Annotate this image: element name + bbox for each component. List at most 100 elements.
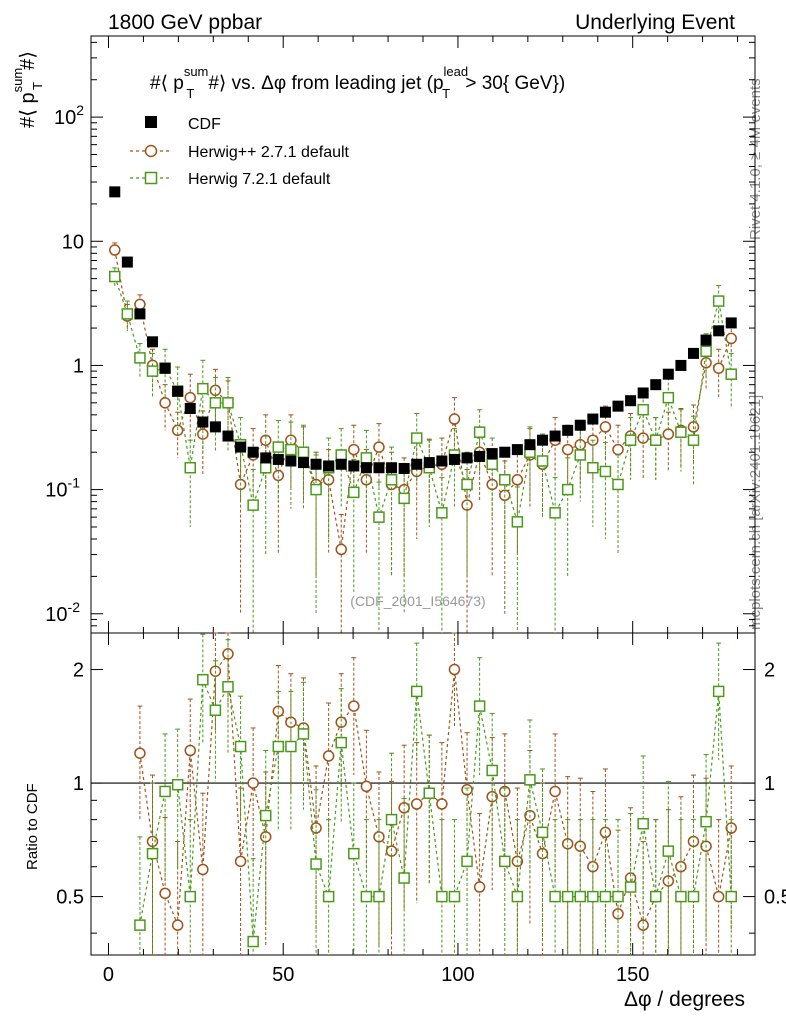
ratio-herwig7-point [146,847,159,860]
herwigpp-series-line [114,249,732,550]
cdf-data-point [147,336,159,348]
header-left-label: 1800 GeV ppbar [108,11,262,34]
ratio-herwig7-point [360,890,373,903]
ratio-herwig7-point [637,818,649,830]
cdf-data-point [121,256,133,268]
ratio-herwigpp-series-line [139,652,732,927]
herwig7-point [109,270,121,283]
herwig7-point [511,516,524,528]
ratio-x-tick-label: 50 [272,964,294,986]
cdf-data-point [335,458,347,470]
cdf-data-point [109,186,121,198]
herwig7-point [461,478,473,491]
herwigpp-point [700,357,712,369]
herwigpp-point [373,441,385,453]
ratio-herwig7-point [687,890,700,903]
ratio-herwig7-point [398,872,410,884]
header-right-label: Underlying Event [575,11,735,34]
ratio-herwig7-point [561,890,574,903]
herwig7-point [184,461,197,474]
ratio-data-marks [134,632,737,955]
ratio-herwigpp-point [398,802,410,814]
herwig7-point [209,397,222,409]
herwig7-point [687,434,700,446]
cdf-data-point [436,455,448,467]
herwigpp-point [561,443,574,456]
legend-marker-cdf [145,116,157,128]
ratio-herwig7-series-line [139,679,732,942]
herwig7-point [574,449,587,461]
x-axis-label: Δφ / degrees [624,988,745,1011]
ratio-herwig7-point [272,740,285,753]
ratio-herwig7-point [184,890,197,903]
herwigpp-point [159,397,171,409]
cdf-data-point [725,317,737,329]
cdf-data-point [700,334,712,346]
ratio-herwigpp-point [612,908,624,920]
ratio-herwig7-point [536,826,549,839]
ratio-herwig7-point [410,685,423,698]
ratio-y-tick-label: 1 [73,773,84,795]
herwig7-point [272,441,285,453]
herwig7-point [637,403,649,416]
herwig7-point [259,461,272,474]
cdf-data-point [474,450,486,462]
herwig7-point [360,452,373,464]
ratio-herwig7-point [436,890,448,903]
ratio-y-tick-label-right: 1 [764,773,775,795]
cdf-data-point [260,452,272,464]
cdf-data-point [398,462,410,474]
main-y-tick-label: 10-1 [45,475,80,502]
cdf-data-point [587,413,599,425]
cdf-data-point [662,368,674,380]
ratio-herwig7-point [171,778,184,791]
cdf-data-point [235,441,247,453]
ratio-herwig7-point [448,890,461,903]
ratio-herwig7-point [247,935,259,948]
herwig7-point [222,397,234,409]
herwigpp-point [197,428,209,440]
cdf-data-point [386,462,398,474]
ratio-y-tick-label: 0.5 [56,887,84,909]
ratio-y-tick-label: 2 [73,660,84,682]
cdf-data-point [499,446,511,458]
ratio-herwigpp-point [272,705,285,718]
main-axes: 10-2 10-1 1 10 102 [45,36,755,634]
cdf-data-point [373,462,385,474]
ratio-ylabel: Ratio to CDF [24,783,41,870]
herwig7-point [662,391,675,404]
ratio-herwigpp-point [448,663,461,676]
cdf-data-point [486,448,498,460]
ratio-herwigpp-point [360,780,373,793]
ratio-herwig7-point [209,704,222,716]
herwigpp-point [335,543,347,556]
cdf-data-point [574,419,586,431]
ratio-herwig7-point [599,890,612,903]
cdf-data-point [323,460,335,472]
herwigpp-point [662,428,675,440]
herwig7-series-line [114,276,732,522]
cdf-data-point [612,400,624,412]
herwig7-point [410,432,423,444]
herwigpp-point [637,432,649,444]
cdf-data-point [310,458,322,470]
herwig7-point [285,443,297,456]
herwig7-point [486,458,498,471]
ratio-herwig7-point [612,890,624,903]
herwig7-point [700,345,712,358]
ratio-herwig7-point [285,740,297,753]
main-y-tick-label: 1 [73,355,84,377]
cdf-data-point [448,453,460,465]
cdf-data-point [172,385,184,397]
ratio-herwigpp-point [197,863,209,876]
cdf-data-point [713,325,725,337]
ratio-x-tick-label: 150 [616,964,649,986]
legend: CDF Herwig++ 2.7.1 default Herwig 7.2.1 … [130,116,350,188]
herwigpp-point [712,362,725,374]
ratio-herwig7-point [197,673,209,686]
ratio-herwigpp-point [662,875,675,887]
ratio-herwig7-point [461,855,473,868]
herwig7-point [499,474,511,486]
cdf-data-point [537,434,549,446]
herwigpp-point [272,469,285,482]
